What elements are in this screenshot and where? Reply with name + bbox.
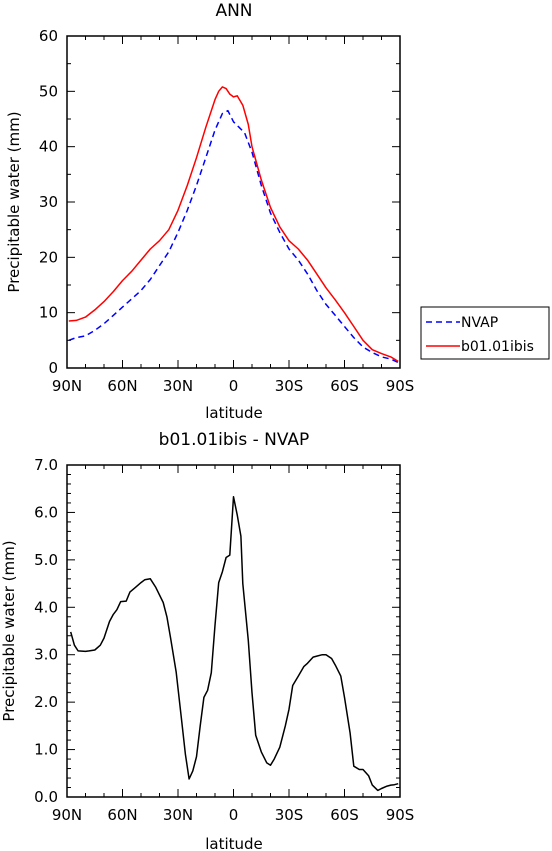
- legend-box: [420, 306, 550, 360]
- y-tick-label: 2.0: [34, 693, 58, 711]
- x-tick-label: 90N: [52, 377, 82, 395]
- x-tick-labels: 90N 60N 30N 0 30S 60S 90S: [52, 377, 414, 395]
- series-line: [69, 496, 399, 792]
- legend-label-nvap: NVAP: [461, 315, 498, 331]
- y-tick-label: 40: [39, 138, 58, 156]
- y-tick-labels: 0 10 20 30 40 50 60: [39, 27, 58, 377]
- x-tick-label: 90N: [52, 806, 82, 824]
- x-tick-label: 30S: [275, 377, 304, 395]
- series-line-b01-01ibis: [68, 86, 399, 363]
- y-tick-label: 30: [39, 193, 58, 211]
- y-tick-label: 3.0: [34, 646, 58, 664]
- y-tick-label: 60: [39, 27, 58, 45]
- x-tick-label: 90S: [386, 806, 415, 824]
- x-tick-label: 60N: [107, 806, 137, 824]
- data-series-group: [68, 86, 399, 364]
- chart-title: b01.01ibis - NVAP: [159, 430, 310, 450]
- y-tick-labels: 0.0 1.0 2.0 3.0 4.0 5.0 6.0 7.0: [34, 456, 58, 806]
- x-tick-labels: 90N 60N 30N 0 30S 60S 90S: [52, 806, 414, 824]
- plot-frame: [66, 464, 401, 798]
- x-tick-label: 60S: [330, 806, 359, 824]
- y-tick-label: 0.0: [34, 788, 58, 806]
- x-tick-label: 60N: [107, 377, 137, 395]
- tick-marks: [66, 464, 401, 798]
- data-series-group: [69, 496, 399, 792]
- series-line-nvap: [68, 109, 399, 364]
- x-tick-label: 0: [229, 377, 239, 395]
- y-tick-label: 4.0: [34, 598, 58, 616]
- x-tick-label: 30N: [163, 377, 193, 395]
- plot-frame: [66, 35, 401, 369]
- x-tick-label: 0: [229, 806, 239, 824]
- y-tick-label: 20: [39, 248, 58, 266]
- x-tick-label: 30S: [275, 806, 304, 824]
- y-axis-label: Precipitable water (mm): [5, 111, 23, 292]
- y-tick-label: 1.0: [34, 741, 58, 759]
- legend-label-b01-01ibis: b01.01ibis: [461, 339, 534, 355]
- chart-difference: b01.01ibis - NVAP 90N 60N 30N 0 30S 60S 90S 0.…: [0, 430, 414, 851]
- x-axis-label: latitude: [205, 835, 263, 851]
- y-tick-label: 50: [39, 82, 58, 100]
- x-tick-label: 90S: [386, 377, 415, 395]
- tick-marks: [66, 35, 401, 369]
- x-tick-label: 30N: [163, 806, 193, 824]
- y-tick-label: 10: [39, 304, 58, 322]
- chart-annual-precipitable-water: ANN 90N 60N 30N 0 30S 60S 90S 0 10 20 30 40 50 60 la…: [5, 1, 550, 422]
- y-tick-label: 0: [48, 359, 58, 377]
- y-axis-label: Precipitable water (mm): [0, 540, 18, 721]
- y-tick-label: 5.0: [34, 551, 58, 569]
- legend: NVAP b01.01ibis: [420, 306, 550, 360]
- chart-title: ANN: [215, 1, 252, 21]
- y-tick-label: 7.0: [34, 456, 58, 474]
- x-axis-label: latitude: [205, 404, 263, 422]
- y-tick-label: 6.0: [34, 503, 58, 521]
- x-tick-label: 60S: [330, 377, 359, 395]
